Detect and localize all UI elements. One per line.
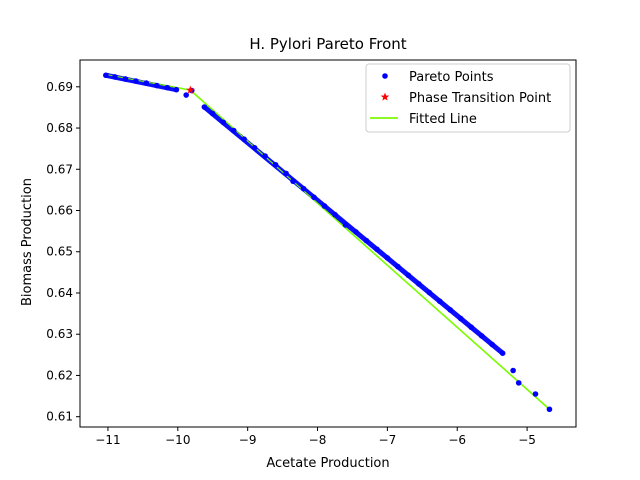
pareto-point [374, 246, 380, 253]
pareto-point [283, 170, 289, 177]
pareto-point [416, 281, 422, 287]
legend-label: Fitted Line [409, 112, 477, 127]
pareto-point [532, 391, 539, 397]
fitted-line-overlay [189, 89, 550, 410]
pareto-point [311, 194, 317, 201]
pareto-point [321, 203, 328, 209]
x-tick-label: −9 [239, 433, 257, 447]
pareto-point [499, 350, 506, 356]
pareto-point [241, 136, 247, 142]
pareto-point [342, 222, 349, 228]
pareto-point [220, 119, 227, 126]
pareto-point [209, 110, 216, 117]
pareto-point [230, 127, 237, 134]
x-tick-label: −7 [379, 433, 397, 447]
pareto-point [122, 76, 129, 82]
pareto-point [290, 178, 296, 185]
legend-label: Phase Transition Point [409, 91, 551, 106]
pareto-point [468, 324, 475, 331]
pareto-point [133, 78, 139, 84]
x-tick-label: −10 [165, 433, 190, 447]
pareto-point [201, 104, 208, 110]
x-tick-label: −11 [95, 433, 120, 447]
pareto-point [272, 161, 279, 168]
pareto-point [154, 82, 160, 89]
legend-box [365, 63, 571, 133]
y-tick-label: 0.67 [46, 162, 73, 176]
y-tick-label: 0.66 [46, 204, 73, 218]
phase-transition-point [186, 85, 195, 94]
legend-label: Pareto Points [409, 70, 494, 85]
pareto-point [426, 289, 433, 296]
pareto-point [395, 263, 401, 270]
pareto-point [546, 406, 553, 413]
pareto-point [143, 80, 150, 86]
pareto-point [384, 255, 391, 261]
y-tick-label: 0.65 [46, 245, 73, 259]
pareto-point [478, 333, 485, 339]
pareto-point [363, 237, 370, 244]
pareto-point [436, 298, 443, 305]
pareto-point [457, 315, 464, 322]
x-tick-label: −6 [448, 433, 466, 447]
y-tick-label: 0.62 [46, 368, 73, 382]
pareto-point [515, 380, 522, 386]
pareto-point [300, 185, 307, 192]
pareto-point [173, 86, 180, 93]
pareto-point [447, 307, 454, 313]
pareto-point [353, 229, 359, 235]
pareto-point [183, 92, 189, 98]
legend: Pareto Points Phase Transition Point Fitte… [365, 63, 571, 133]
y-tick-label: 0.68 [46, 121, 73, 135]
pareto-point [103, 72, 109, 79]
x-tick-label: −5 [518, 433, 536, 447]
x-axis-label: Acetate Production [266, 456, 389, 471]
legend-marker-dot [382, 73, 388, 79]
pareto-point [262, 153, 268, 159]
y-tick-label: 0.69 [46, 80, 73, 94]
pareto-point [405, 272, 412, 279]
legend-marker-star [380, 92, 390, 101]
y-tick-label: 0.64 [46, 286, 73, 300]
pareto-point [164, 84, 171, 91]
y-tick-label: 0.61 [46, 410, 73, 424]
pareto-point [332, 211, 338, 218]
x-tick-label: −8 [309, 433, 327, 447]
y-tick-label: 0.63 [46, 327, 73, 341]
pareto-point [489, 341, 495, 348]
pareto-point [510, 367, 516, 374]
pareto-point [251, 145, 258, 151]
y-axis-label: Biomass Production [20, 178, 35, 306]
chart-title: H. Pylori Pareto Front [249, 35, 406, 53]
pareto-point [112, 74, 118, 80]
